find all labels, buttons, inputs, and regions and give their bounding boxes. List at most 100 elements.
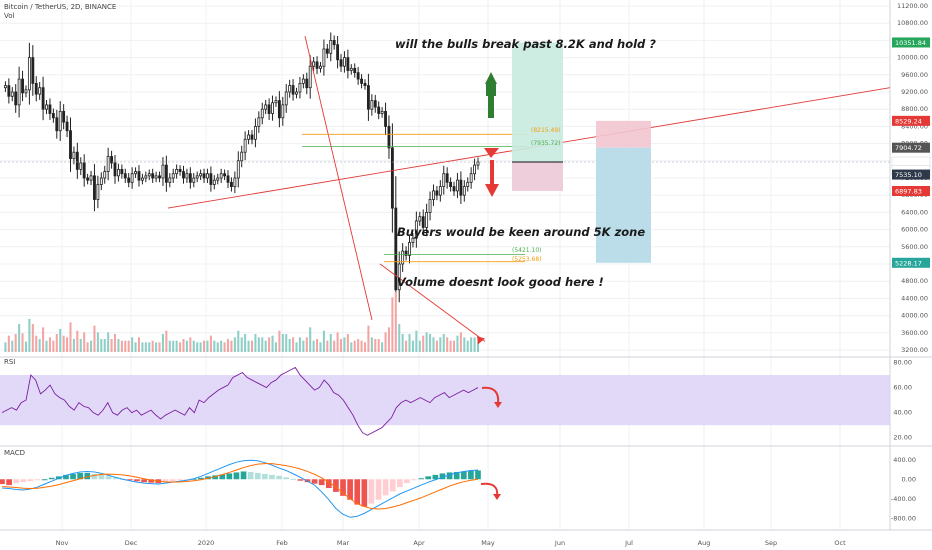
price-tag-label: 8529.24 — [895, 117, 922, 125]
volume-bar — [148, 342, 151, 352]
candle — [298, 83, 302, 93]
volume-bar — [278, 330, 281, 352]
candle — [103, 171, 107, 179]
candle — [387, 126, 391, 149]
volume-bar — [131, 337, 134, 352]
volume-bar — [425, 332, 428, 352]
volume-bar — [292, 337, 295, 352]
macd-histogram-bar — [13, 479, 20, 484]
volume-bar — [237, 330, 240, 352]
y-tick-label: 9600.00 — [901, 71, 928, 79]
candle — [154, 175, 158, 179]
price-tag-box — [892, 169, 930, 180]
candle — [113, 162, 117, 177]
price-tag-box — [892, 142, 930, 153]
macd-label: MACD — [4, 449, 25, 457]
candle — [51, 113, 55, 119]
y-tick-label: 3200.00 — [901, 346, 928, 354]
candle — [17, 78, 21, 106]
candle — [438, 186, 442, 196]
candle — [308, 65, 312, 89]
candle — [168, 177, 172, 183]
candle — [370, 100, 374, 110]
x-tick-label: May — [481, 539, 495, 547]
volume-bar — [442, 334, 445, 352]
price-tag-label: 7904.72 — [895, 144, 922, 152]
candle — [192, 177, 196, 183]
volume-bar — [463, 337, 466, 352]
macd-histogram-bar — [297, 479, 304, 481]
candle — [353, 67, 357, 74]
down-arrow-head — [485, 184, 499, 197]
volume-bar — [168, 340, 171, 352]
volume-bar — [367, 325, 370, 352]
y-tick-label: 4800.00 — [901, 277, 928, 285]
down-arrow-top-head — [484, 148, 499, 158]
candle — [469, 173, 473, 183]
y-tick-label: 10000.00 — [897, 54, 928, 62]
volume-bar — [79, 339, 82, 352]
price-tag-box — [892, 257, 930, 268]
volume-bar — [151, 340, 154, 352]
volume-bar — [398, 324, 401, 352]
rsi-tick-label: 40.00 — [893, 409, 912, 417]
fib-label-1: (8215.49) — [531, 127, 561, 134]
macd-histogram-bar — [439, 473, 446, 480]
volume-bar — [316, 339, 319, 352]
candle — [301, 78, 305, 84]
long-profit-zone — [512, 42, 563, 163]
candle — [236, 160, 240, 179]
volume-bar — [401, 334, 404, 352]
volume-bar — [38, 339, 41, 352]
signal-line — [1, 463, 479, 510]
up-arrow-head — [485, 72, 497, 84]
candle — [349, 67, 353, 71]
candle — [62, 110, 66, 123]
macd-tick-label: -800.00 — [891, 514, 916, 522]
price-tag-label: 6897.83 — [895, 187, 922, 195]
rsi-curve-arrow — [481, 386, 500, 405]
volume-bar — [281, 334, 284, 352]
volume-bar — [213, 340, 216, 352]
volume-bar — [226, 339, 230, 352]
volume-bar — [233, 337, 236, 352]
volume-bar — [274, 342, 277, 352]
short-profit-zone — [596, 147, 651, 263]
candle — [325, 48, 329, 54]
volume-bar — [158, 342, 161, 352]
macd-histogram-bar — [432, 474, 439, 480]
volume-bar — [155, 342, 158, 352]
macd-histogram-bar — [98, 474, 105, 480]
candle — [295, 91, 298, 95]
candle — [195, 175, 199, 179]
macd-histogram-bar — [48, 477, 55, 480]
volume-bar — [329, 334, 332, 352]
macd-histogram-bar — [325, 479, 332, 489]
macd-histogram-bar — [20, 479, 27, 483]
macd-histogram-bar — [34, 479, 41, 481]
volume-bar — [250, 340, 254, 352]
candle — [69, 130, 72, 160]
volume-bar — [312, 340, 315, 352]
macd-histogram-bar — [368, 479, 375, 504]
candle — [356, 72, 360, 80]
volume-bar — [165, 330, 168, 352]
volume-bar — [113, 334, 117, 352]
volume-bar — [4, 342, 7, 352]
candle — [216, 177, 220, 181]
volume-bar — [76, 330, 79, 352]
candle — [7, 85, 11, 97]
candle — [219, 173, 223, 179]
candle — [332, 40, 336, 46]
volume-bar — [110, 339, 113, 352]
volume-bar — [42, 327, 45, 352]
volume-bar — [66, 337, 69, 352]
candle — [164, 164, 168, 183]
candle — [452, 186, 456, 192]
candle — [223, 173, 227, 177]
candle — [130, 173, 134, 183]
macd-histogram-bar — [27, 479, 34, 482]
candle — [366, 85, 370, 110]
macd-histogram-bar — [41, 479, 48, 481]
volume-bar — [363, 342, 367, 352]
